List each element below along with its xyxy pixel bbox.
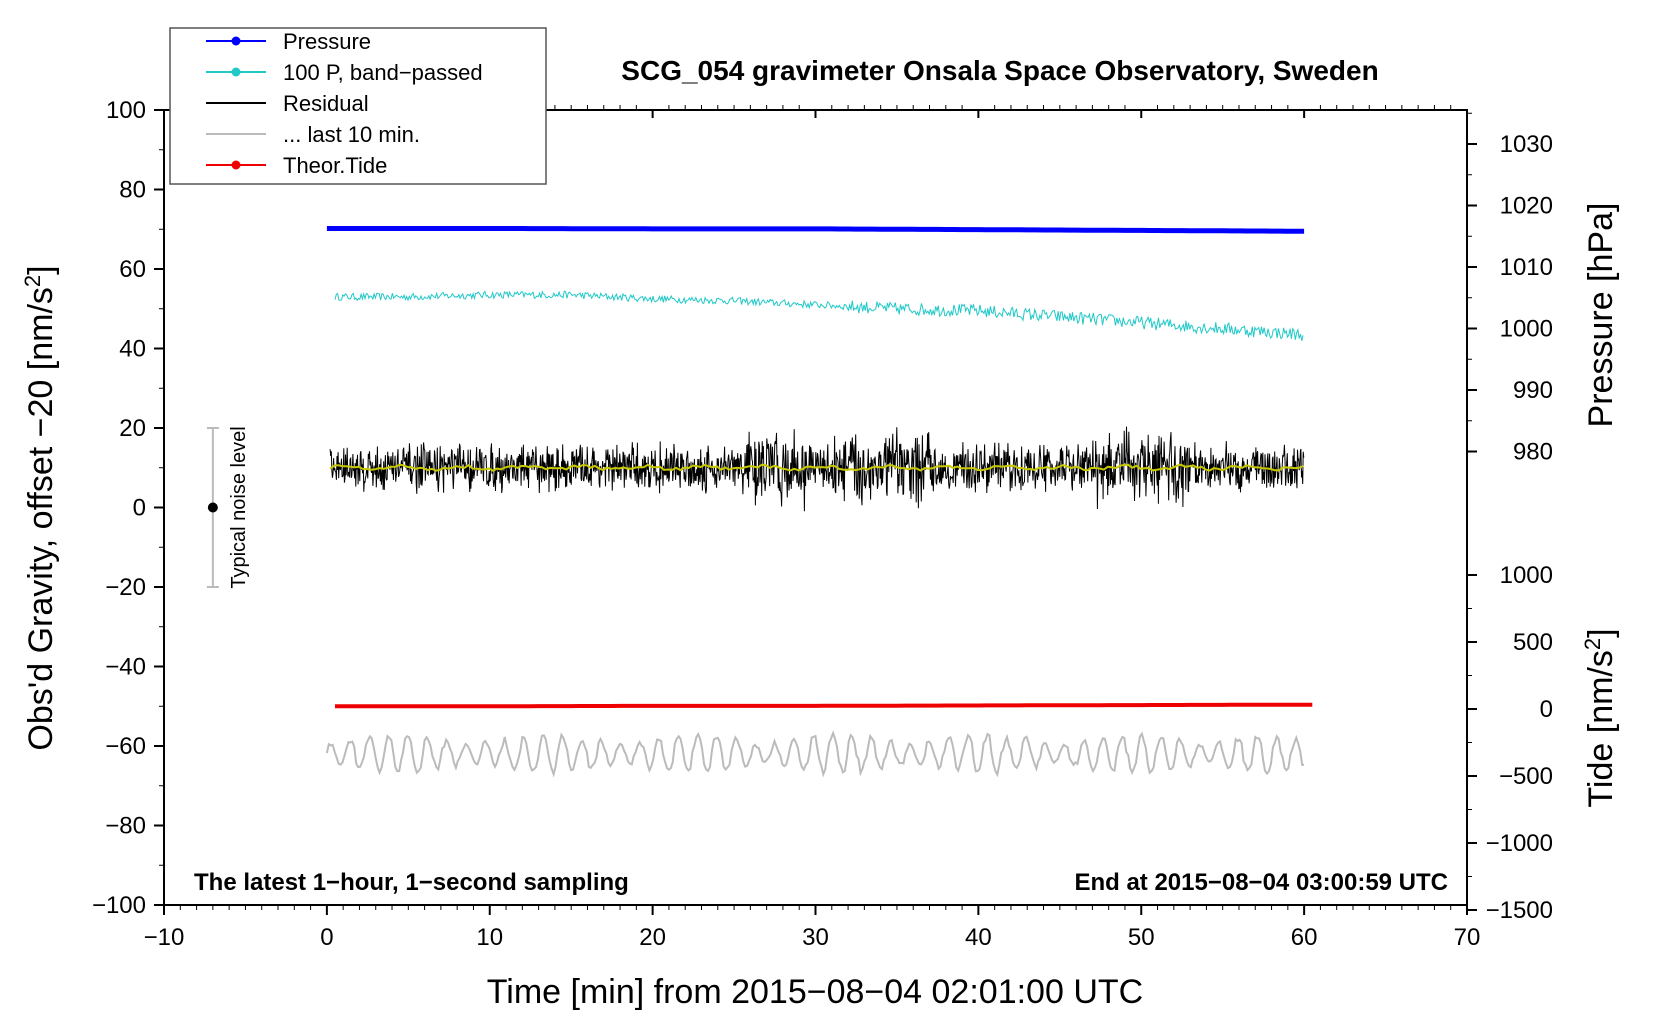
pressure-tick-label: 1000 (1500, 316, 1553, 343)
tide-tick-label: −1000 (1486, 830, 1553, 857)
legend-box (169, 27, 547, 185)
pressure-tick-label: 1030 (1500, 131, 1553, 158)
series-last-10-min (325, 730, 1305, 778)
legend-marker (231, 160, 241, 170)
annotation-end-time: End at 2015−08−04 03:00:59 UTC (1074, 869, 1448, 896)
series-pressure (326, 226, 1305, 234)
pressure-tick-label: 980 (1513, 439, 1553, 466)
y-tick-label: 40 (119, 336, 146, 363)
axis-ticks: −10 0 10 20 30 40 50 60 70100806040200−20−40−60−… (92, 97, 1553, 951)
chart-title: SCG_054 gravimeter Onsala Space Observat… (621, 55, 1378, 86)
legend-label: Residual (283, 91, 369, 116)
x-tick-label: 20 (639, 924, 666, 951)
x-tick-label: 10 (476, 924, 503, 951)
tide-tick-label: 500 (1513, 629, 1553, 656)
legend-label: Theor.Tide (283, 153, 387, 178)
legend-label: ... last 10 min. (283, 122, 420, 147)
noise-level-label: Typical noise level (228, 426, 250, 588)
x-axis-title: Time [min] from 2015−08−04 02:01:00 UTC (487, 973, 1143, 1011)
x-tick-label: 0 (320, 924, 333, 951)
x-tick-label: 30 (802, 924, 829, 951)
y-tick-label: −40 (105, 654, 146, 681)
y-tick-label: 20 (119, 415, 146, 442)
noise-bar-center (207, 502, 218, 513)
pressure-tick-label: 1010 (1500, 254, 1553, 281)
legend: Pressure 100 P, band−passed Residual ... la… (169, 27, 547, 185)
legend-marker (231, 36, 241, 46)
y-tick-label: −60 (105, 733, 146, 760)
x-tick-label: 70 (1454, 924, 1481, 951)
x-tick-label: 40 (965, 924, 992, 951)
tide-tick-label: −500 (1499, 763, 1553, 790)
x-tick-label: 50 (1128, 924, 1155, 951)
legend-label: Pressure (283, 29, 371, 54)
y-tick-label: 0 (133, 495, 146, 522)
y-axis-title-left: Obs'd Gravity, offset −20 [nm/s2] (20, 265, 60, 750)
y-tick-label: −20 (105, 574, 146, 601)
y-tick-label: 60 (119, 256, 146, 283)
series-residual-smoothed (329, 463, 1304, 472)
series-band-passed (334, 290, 1304, 341)
tide-tick-label: −1500 (1486, 897, 1553, 924)
pressure-tick-label: 1020 (1500, 193, 1553, 220)
series-theor-tide (335, 702, 1313, 709)
tide-tick-label: 1000 (1500, 562, 1553, 589)
y-tick-label: 80 (119, 177, 146, 204)
y-axis-title-pressure: Pressure [hPa] (1582, 203, 1620, 428)
noise-level-indicator (206, 427, 219, 588)
y-tick-label: −100 (92, 892, 146, 919)
y-tick-label: 100 (106, 97, 146, 124)
x-tick-label: 60 (1291, 924, 1318, 951)
pressure-tick-label: 990 (1513, 377, 1553, 404)
y-tick-label: −80 (105, 813, 146, 840)
series-layer (325, 226, 1313, 778)
annotation-sampling: The latest 1−hour, 1−second sampling (194, 869, 629, 896)
legend-marker (231, 67, 241, 77)
legend-label: 100 P, band−passed (283, 60, 483, 85)
x-tick-label: −10 (144, 924, 185, 951)
y-axis-title-tide: Tide [nm/s2] (1580, 628, 1620, 807)
tide-tick-label: 0 (1540, 696, 1553, 723)
